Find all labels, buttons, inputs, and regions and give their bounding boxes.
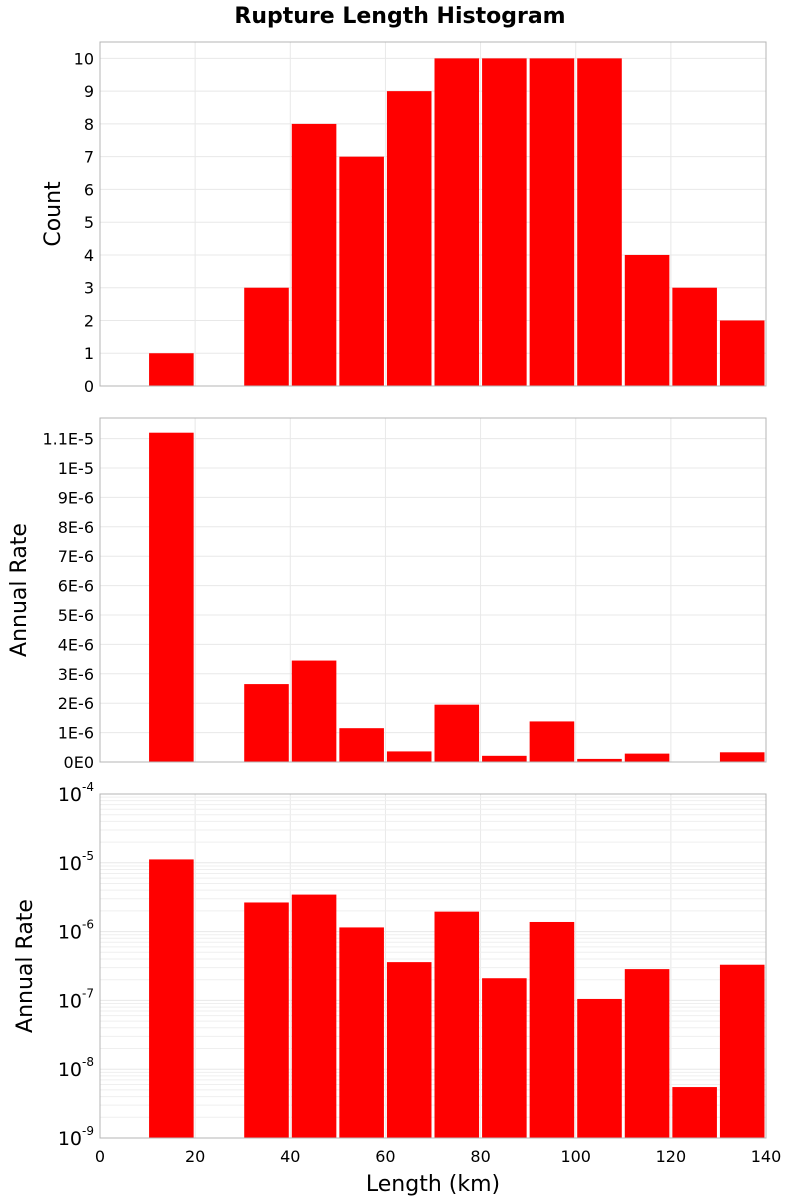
y-tick-label: 3E-6	[58, 665, 94, 684]
bar-series	[149, 859, 765, 1138]
y-tick-labels: 0E0 1E-6 2E-6 3E-6 4E-6 5E-6 6E-6 7E-6 8E-6 9E-6 1…	[42, 430, 94, 772]
x-tick-label: 20	[185, 1147, 205, 1166]
bar	[482, 755, 527, 762]
x-tick-label: 0	[95, 1147, 105, 1166]
y-tick-label: 2E-6	[58, 694, 94, 713]
bar	[624, 753, 670, 762]
y-tick-label: 5	[84, 213, 94, 232]
y-tick-label: 1E-5	[58, 459, 94, 478]
bar	[529, 921, 575, 1138]
y-tick-label: 5E-6	[58, 606, 94, 625]
bar	[529, 721, 575, 762]
x-tick-label: 60	[375, 1147, 395, 1166]
bar	[719, 320, 765, 386]
y-tick-labels: 0 1 2 3 4 5 6 7 8 9 10	[74, 49, 94, 396]
bar	[339, 927, 384, 1138]
y-tick-label: 10-4	[58, 780, 94, 806]
y-tick-label: 7E-6	[58, 547, 94, 566]
y-tick-label: 10-5	[58, 849, 94, 875]
bar-series	[149, 58, 765, 387]
bar	[244, 287, 289, 386]
bar	[339, 156, 384, 386]
bar	[339, 728, 384, 762]
y-tick-label: 1E-6	[58, 724, 94, 743]
bar	[434, 58, 480, 386]
y-tick-label: 3	[84, 279, 94, 298]
bar	[577, 998, 622, 1138]
bar	[386, 751, 432, 762]
bar	[719, 964, 765, 1138]
y-tick-label: 4	[84, 246, 94, 265]
y-tick-label: 6E-6	[58, 577, 94, 596]
y-axis-label: Count	[41, 181, 66, 247]
y-tick-label: 8	[84, 115, 94, 134]
y-tick-label: 2	[84, 311, 94, 330]
bar	[149, 432, 194, 762]
bar	[529, 58, 575, 386]
plot-frame	[99, 793, 767, 1139]
bar	[624, 254, 670, 386]
bar	[672, 287, 717, 386]
y-tick-label: 10	[74, 49, 94, 68]
x-tick-label: 40	[280, 1147, 300, 1166]
bar	[434, 911, 480, 1138]
y-tick-label: 10-8	[58, 1055, 94, 1081]
bar	[577, 758, 622, 762]
chart-title: Rupture Length Histogram	[234, 4, 565, 29]
y-tick-label: 10-7	[58, 986, 94, 1012]
plot-frame	[99, 41, 767, 387]
bar-series	[149, 432, 765, 762]
grid	[99, 418, 767, 763]
y-axis-label: Annual Rate	[7, 523, 32, 657]
bar	[291, 123, 337, 387]
y-tick-label: 9	[84, 82, 94, 101]
y-tick-label: 4E-6	[58, 635, 94, 654]
x-axis-label: Length (km)	[366, 1172, 500, 1197]
x-tick-label: 120	[656, 1147, 687, 1166]
y-tick-label: 9E-6	[58, 488, 94, 507]
y-tick-label: 6	[84, 180, 94, 199]
bar	[291, 660, 337, 762]
annual-rate-linear-panel: 0E0 1E-6 2E-6 3E-6 4E-6 5E-6 6E-6 7E-6 8E-6 9E-6 1…	[7, 417, 767, 772]
bar	[149, 859, 194, 1138]
count-panel: 0 1 2 3 4 5 6 7 8 9 10 Count	[41, 41, 767, 396]
bar	[719, 752, 765, 762]
y-tick-label: 10-9	[58, 1124, 94, 1150]
x-axis: 0 20 40 60 80 100 120 140	[95, 1147, 781, 1166]
y-tick-labels: 10-9 10-8 10-7 10-6 10-5 10-4	[58, 780, 94, 1150]
bar	[291, 894, 337, 1138]
bar	[624, 969, 670, 1138]
bar	[482, 978, 527, 1138]
bar	[672, 1087, 717, 1138]
y-axis-label: Annual Rate	[13, 899, 38, 1033]
x-tick-label: 140	[751, 1147, 782, 1166]
x-tick-label: 80	[470, 1147, 490, 1166]
bar	[482, 58, 527, 386]
bar	[577, 58, 622, 386]
y-tick-label: 10-6	[58, 918, 94, 944]
bar	[386, 962, 432, 1138]
bar	[149, 353, 194, 386]
bar	[244, 684, 289, 762]
x-tick-label: 100	[560, 1147, 591, 1166]
plot-frame	[99, 417, 767, 763]
bar	[244, 902, 289, 1138]
annual-rate-log-panel: 10-9 10-8 10-7 10-6 10-5 10-4 Annual Rate	[13, 780, 767, 1150]
y-tick-label: 0E0	[64, 753, 94, 772]
bar	[386, 91, 432, 387]
y-tick-label: 7	[84, 148, 94, 167]
y-tick-label: 0	[84, 377, 94, 396]
y-tick-label: 1.1E-5	[42, 430, 94, 449]
y-tick-label: 8E-6	[58, 518, 94, 537]
bar	[434, 704, 480, 762]
y-tick-label: 1	[84, 344, 94, 363]
